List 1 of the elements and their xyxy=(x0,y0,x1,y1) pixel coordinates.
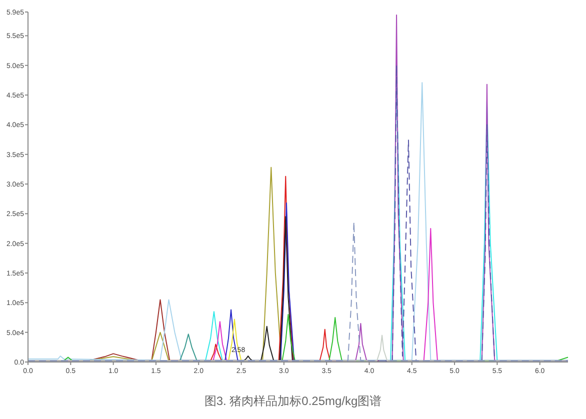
caption: 图3. 猪肉样品加标0.25mg/kg图谱 xyxy=(204,394,382,408)
